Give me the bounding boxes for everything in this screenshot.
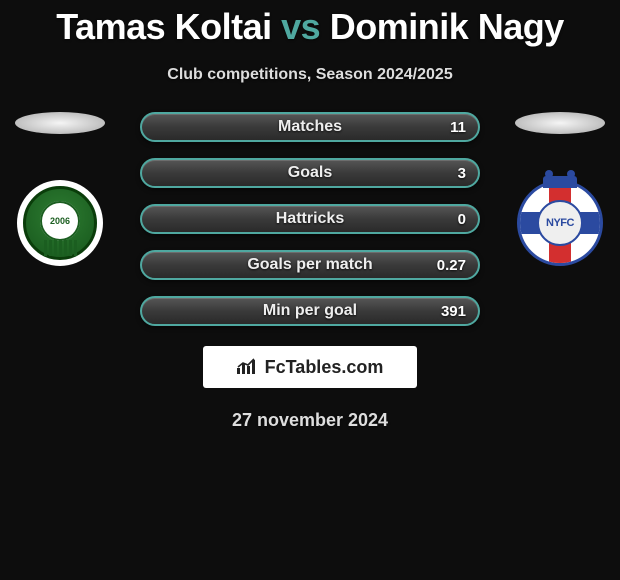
stat-row-goals-per-match: Goals per match 0.27 <box>140 250 480 280</box>
stat-row-goals: Goals 3 <box>140 158 480 188</box>
stat-row-matches: Matches 11 <box>140 112 480 142</box>
player2-name: Dominik Nagy <box>330 6 564 47</box>
stat-row-hattricks: Hattricks 0 <box>140 204 480 234</box>
club-badge-right: NYFC <box>517 180 603 266</box>
brand-text: FcTables.com <box>265 357 384 378</box>
vs-label: vs <box>281 6 320 47</box>
platform-left <box>15 112 105 134</box>
club-badge-left: 2006 <box>17 180 103 266</box>
stats-bars: Matches 11 Goals 3 Hattricks 0 Goals per… <box>140 112 480 326</box>
player1-name: Tamas Koltai <box>56 6 271 47</box>
stat-label: Min per goal <box>263 302 357 320</box>
stat-value-right: 391 <box>441 303 466 320</box>
brand-box: FcTables.com <box>203 346 417 388</box>
comparison-arena: 2006 NYFC Matches 11 Goals 3 Hattricks 0 <box>0 112 620 326</box>
stat-value-right: 3 <box>458 165 466 182</box>
subtitle: Club competitions, Season 2024/2025 <box>0 66 620 84</box>
stat-value-right: 11 <box>450 119 466 136</box>
stat-label: Hattricks <box>276 210 344 228</box>
stat-value-right: 0 <box>458 211 466 228</box>
badge-left-center-text: 2006 <box>40 201 80 241</box>
badge-right-center-text: NYFC <box>537 200 583 246</box>
platform-right <box>515 112 605 134</box>
chart-icon <box>237 358 259 376</box>
date-text: 27 november 2024 <box>0 410 620 431</box>
badge-left-stripes-icon <box>35 240 85 256</box>
crown-icon <box>543 176 577 188</box>
stat-value-right: 0.27 <box>437 257 466 274</box>
stat-label: Goals <box>288 164 332 182</box>
stat-label: Goals per match <box>247 256 372 274</box>
stat-label: Matches <box>278 118 342 136</box>
page-title: Tamas Koltai vs Dominik Nagy <box>0 0 620 48</box>
stat-row-min-per-goal: Min per goal 391 <box>140 296 480 326</box>
